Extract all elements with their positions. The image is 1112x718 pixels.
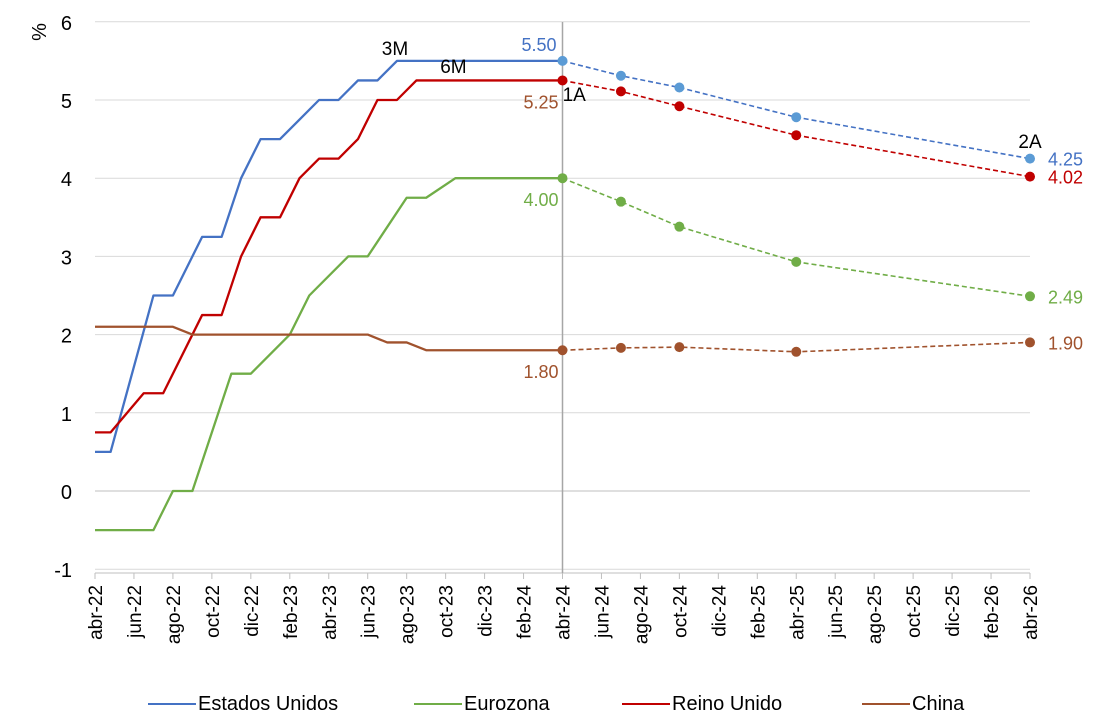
y-tick-label: 5 <box>61 91 72 113</box>
x-tick-label: ago-23 <box>398 585 419 644</box>
forecast-point <box>791 346 802 357</box>
legend-swatch-estados-unidos <box>148 703 196 705</box>
data-label: 1.90 <box>1048 333 1083 353</box>
x-tick-label: feb-25 <box>748 585 769 639</box>
legend-swatch-eurozona <box>414 703 462 705</box>
x-tick-label: ago-22 <box>164 585 185 644</box>
x-tick-label: jun-23 <box>359 585 380 639</box>
forecast-point <box>557 173 568 184</box>
y-tick-label: 4 <box>61 169 72 191</box>
legend-label-eurozona: Eurozona <box>464 692 550 715</box>
x-tick-label: oct-25 <box>904 585 925 638</box>
x-tick-label: abr-22 <box>86 585 107 640</box>
data-label: 5.25 <box>523 92 558 112</box>
x-tick-label: oct-24 <box>670 585 691 638</box>
forecast-point <box>1025 153 1035 164</box>
horizon-label: 6M <box>440 57 466 78</box>
forecast-point <box>557 75 568 86</box>
x-tick-label: jun-24 <box>592 585 613 639</box>
y-tick-label: 0 <box>61 482 72 504</box>
legend-label-reino-unido: Reino Unido <box>672 692 783 715</box>
forecast-point <box>791 256 802 267</box>
legend-item-china: China <box>862 690 964 718</box>
forecast-point <box>557 345 568 356</box>
x-tick-label: dic-23 <box>476 585 497 637</box>
series-line-forecast <box>562 79 1031 178</box>
legend-item-eurozona: Eurozona <box>414 690 550 718</box>
y-tick-label: 1 <box>61 404 72 426</box>
series-line-history <box>95 325 563 352</box>
y-tick-label: 2 <box>61 326 72 348</box>
data-labels: 5.50 4.25 4.00 2.49 4.02 5.25 1.80 1.90 3M 6M 1A 2A <box>382 35 1083 382</box>
x-tick-label: feb-26 <box>982 585 1003 639</box>
x-tick-label: dic-25 <box>943 585 964 637</box>
y-tick-label: -1 <box>54 560 72 582</box>
series-lines <box>95 55 1035 532</box>
data-label: 1.80 <box>523 362 558 382</box>
forecast-point <box>615 86 626 97</box>
legend-swatch-reino-unido <box>622 703 670 705</box>
axes: -1 0 1 2 3 4 5 6% abr-22 jun-22 ago-22 oct-22 dic-22… <box>29 13 1042 644</box>
x-tick-label: ago-24 <box>631 585 652 645</box>
series-line-forecast <box>562 60 1031 160</box>
x-tick-label: feb-24 <box>515 585 536 639</box>
data-label: 5.50 <box>521 35 556 55</box>
x-tick-label: oct-22 <box>203 585 224 638</box>
forecast-point <box>615 342 626 353</box>
forecast-point <box>674 342 685 353</box>
x-tick-label: abr-26 <box>1021 585 1042 640</box>
legend-item-reino-unido: Reino Unido <box>622 690 782 718</box>
horizon-label: 2A <box>1018 132 1042 153</box>
forecast-point <box>1025 291 1035 302</box>
legend-swatch-china <box>862 703 910 705</box>
forecast-point <box>1025 171 1035 182</box>
forecast-point <box>674 221 685 232</box>
x-tick-label: abr-25 <box>787 585 808 640</box>
data-label: 4.02 <box>1048 168 1083 188</box>
forecast-point <box>615 196 626 207</box>
forecast-point <box>615 70 626 81</box>
series-line-history <box>95 79 563 434</box>
x-tick-label: abr-24 <box>554 585 575 640</box>
y-tick-label: 6 <box>61 13 72 35</box>
y-axis-label: % <box>29 23 51 41</box>
x-tick-label: jun-22 <box>125 585 146 639</box>
series-line-history <box>95 59 563 454</box>
series-line-forecast <box>562 177 1031 298</box>
line-chart: -1 0 1 2 3 4 5 6% abr-22 jun-22 ago-22 oct-22 dic-22… <box>29 13 1083 644</box>
data-label: 4.25 <box>1048 150 1083 170</box>
forecast-point <box>674 101 685 112</box>
x-tick-label: jun-25 <box>826 585 847 639</box>
legend-label-china: China <box>912 692 965 715</box>
legend-label-estados-unidos: Estados Unidos <box>198 692 339 715</box>
horizon-label: 1A <box>563 85 587 106</box>
y-tick-label: 3 <box>61 247 72 269</box>
x-tick-label: oct-23 <box>437 585 458 638</box>
data-label: 2.49 <box>1048 287 1083 307</box>
series-line-history <box>95 177 563 532</box>
legend-item-estados-unidos: Estados Unidos <box>148 690 338 718</box>
x-tick-label: abr-23 <box>320 585 341 640</box>
forecast-point <box>791 130 802 141</box>
horizon-label: 3M <box>382 39 408 60</box>
x-tick-label: ago-25 <box>865 585 886 644</box>
x-tick-label: dic-24 <box>709 585 730 637</box>
legend: Estados Unidos Eurozona Reino Unido Chin… <box>0 690 1112 718</box>
forecast-point <box>674 82 685 93</box>
forecast-point <box>791 112 802 123</box>
forecast-point <box>557 55 568 66</box>
x-tick-label: feb-23 <box>281 585 302 639</box>
forecast-point <box>1025 337 1035 348</box>
data-label: 4.00 <box>523 190 558 210</box>
x-tick-label: dic-22 <box>242 585 263 637</box>
